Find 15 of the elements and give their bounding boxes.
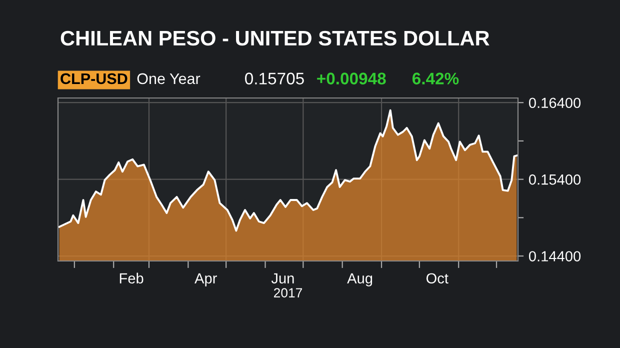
y-tick-label: 0.16400	[528, 98, 581, 108]
text: CLP-USD	[60, 73, 128, 84]
text: 0.15705	[245, 72, 304, 84]
x-tick-label: Feb	[120, 272, 144, 284]
text: One Year	[137, 73, 200, 84]
x-axis-title: 2017	[274, 288, 302, 298]
chart-title: CHILEAN PESO - UNITED STATES DOLLAR	[60, 30, 490, 46]
text: 6.42%	[412, 72, 459, 84]
y-tick-label: 0.14400	[528, 251, 581, 262]
x-tick-label: Aug	[347, 273, 372, 286]
y-tick-label: 0.15400	[528, 174, 581, 185]
text: +0.00948	[317, 72, 386, 84]
x-tick-label: Oct	[426, 273, 448, 284]
x-tick-label: Apr	[194, 273, 217, 286]
x-tick-label: Jun	[271, 273, 294, 284]
